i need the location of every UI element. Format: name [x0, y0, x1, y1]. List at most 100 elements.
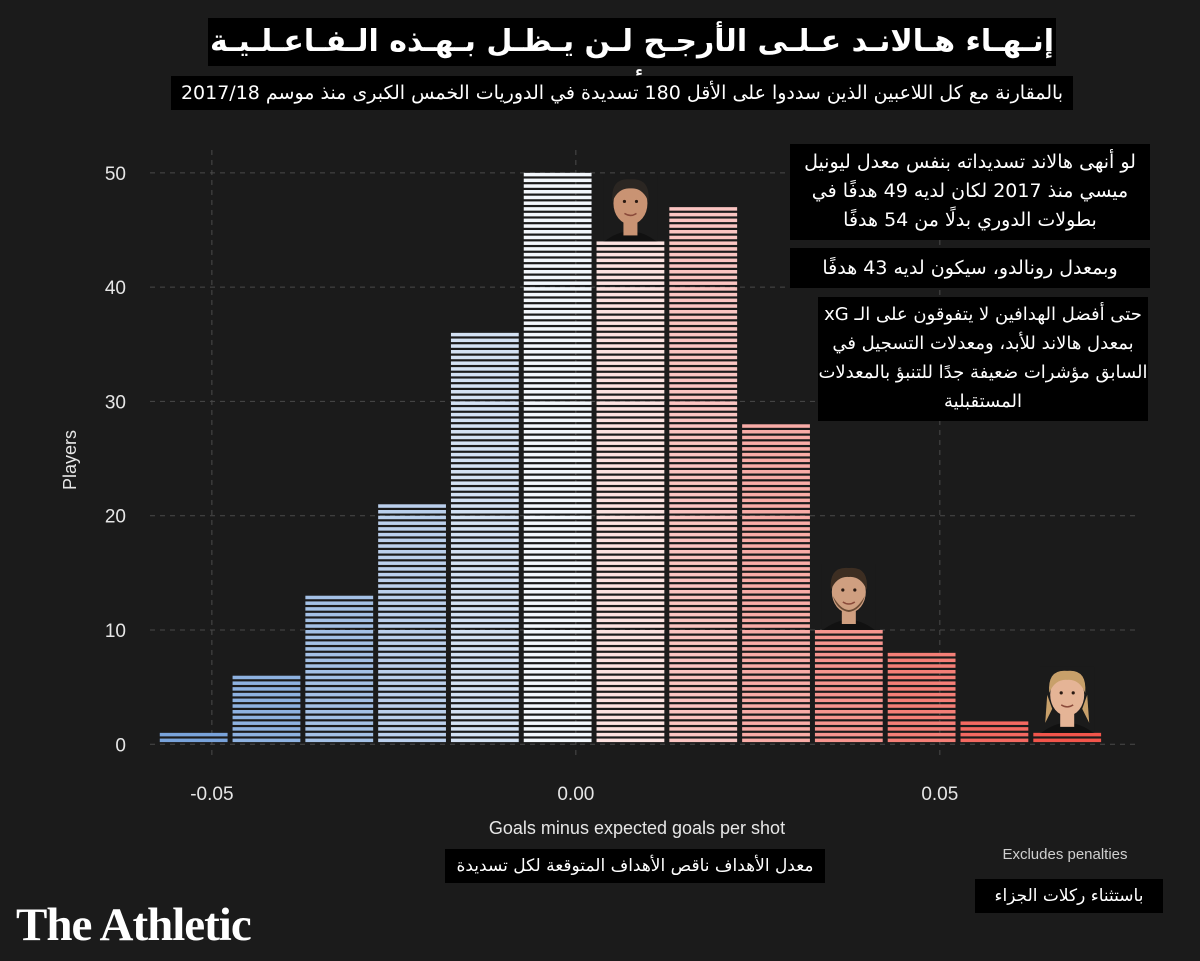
- bar-stripe: [814, 727, 883, 731]
- bar-stripe: [596, 624, 665, 628]
- bar-stripe: [669, 727, 738, 731]
- bar-stripe: [378, 635, 446, 640]
- bar-stripe: [669, 470, 738, 474]
- bar-stripe: [523, 332, 592, 337]
- bar-stripe: [596, 738, 665, 743]
- bar-stripe: [960, 738, 1029, 743]
- bar-stripe: [523, 212, 592, 217]
- bar-stripe: [596, 527, 665, 531]
- bar-stripe: [596, 681, 665, 685]
- bar-stripe: [378, 715, 446, 720]
- bar-stripe: [450, 441, 519, 445]
- bar-stripe: [742, 675, 810, 680]
- bar-stripe: [523, 698, 592, 703]
- bar-stripe: [742, 555, 810, 560]
- bar-stripe: [669, 687, 738, 691]
- bar-stripe: [523, 630, 592, 634]
- bar-stripe: [523, 395, 592, 400]
- bar-stripe: [450, 458, 519, 463]
- bar-stripe: [742, 504, 810, 508]
- bar-stripe: [596, 310, 665, 314]
- bar-stripe: [742, 635, 810, 640]
- bar-stripe: [305, 670, 374, 674]
- bar-stripe: [596, 732, 665, 737]
- bar-stripe: [523, 590, 592, 594]
- bar-stripe: [378, 578, 446, 583]
- bar-stripe: [450, 652, 519, 657]
- bar-stripe: [742, 681, 810, 685]
- bar-stripe: [742, 550, 810, 554]
- bar-stripe: [378, 732, 446, 737]
- bar-stripe: [378, 647, 446, 651]
- bar-stripe: [596, 710, 665, 714]
- bar-stripe: [305, 698, 374, 703]
- bar-stripe: [742, 692, 810, 697]
- bar-stripe: [450, 527, 519, 531]
- bar-stripe: [596, 281, 665, 285]
- bar-stripe: [523, 435, 592, 440]
- bar-stripe: [742, 521, 810, 525]
- bar-stripe: [450, 361, 519, 365]
- bar-stripe: [596, 618, 665, 623]
- bar-stripe: [232, 721, 301, 725]
- bar-stripe: [523, 681, 592, 685]
- player-face-messi-icon: [821, 564, 876, 630]
- bar-stripe: [523, 264, 592, 268]
- bar-stripe: [814, 681, 883, 685]
- bar-stripe: [669, 287, 738, 291]
- bar-stripe: [305, 647, 374, 651]
- bar-stripe: [742, 584, 810, 588]
- bar-stripe: [596, 390, 665, 394]
- bar-stripe: [596, 298, 665, 303]
- bar-stripe: [450, 412, 519, 417]
- bar-stripe: [378, 595, 446, 600]
- histogram-bar: [887, 652, 956, 743]
- bar-stripe: [669, 510, 738, 514]
- bar-stripe: [669, 612, 738, 617]
- bar-stripe: [596, 332, 665, 337]
- bar-stripe: [742, 624, 810, 628]
- bar-stripe: [814, 635, 883, 640]
- bar-stripe: [669, 338, 738, 343]
- bar-stripe: [669, 670, 738, 674]
- bar-stripe: [305, 630, 374, 634]
- bar-stripe: [887, 698, 956, 703]
- bar-stripe: [378, 521, 446, 525]
- bar-stripe: [523, 224, 592, 228]
- bar-stripe: [596, 247, 665, 251]
- bar-stripe: [523, 355, 592, 360]
- bar-stripe: [305, 624, 374, 628]
- bar-stripe: [669, 310, 738, 314]
- bar-stripe: [450, 395, 519, 400]
- bar-stripe: [523, 578, 592, 583]
- bar-stripe: [887, 652, 956, 657]
- bar-stripe: [450, 635, 519, 640]
- bar-stripe: [378, 601, 446, 605]
- bar-stripe: [814, 692, 883, 697]
- bar-stripe: [305, 692, 374, 697]
- bar-stripe: [596, 698, 665, 703]
- bar-stripe: [523, 738, 592, 743]
- bar-stripe: [596, 441, 665, 445]
- bar-stripe: [669, 624, 738, 628]
- bar-stripe: [669, 475, 738, 480]
- bar-stripe: [742, 658, 810, 663]
- bar-stripe: [742, 607, 810, 611]
- bar-stripe: [523, 424, 592, 428]
- bar-stripe: [450, 481, 519, 485]
- bar-stripe: [596, 504, 665, 508]
- bar-stripe: [450, 584, 519, 588]
- bar-stripe: [669, 355, 738, 360]
- bar-stripe: [669, 498, 738, 503]
- bar-stripe: [596, 372, 665, 377]
- bar-stripe: [669, 544, 738, 548]
- bar-stripe: [596, 275, 665, 280]
- bar-stripe: [669, 361, 738, 365]
- bar-stripe: [232, 710, 301, 714]
- bar-stripe: [814, 647, 883, 651]
- bar-stripe: [669, 738, 738, 743]
- bar-stripe: [669, 715, 738, 720]
- the-athletic-logo: The Athletic: [16, 899, 252, 951]
- bar-stripe: [669, 372, 738, 377]
- bar-stripe: [742, 630, 810, 634]
